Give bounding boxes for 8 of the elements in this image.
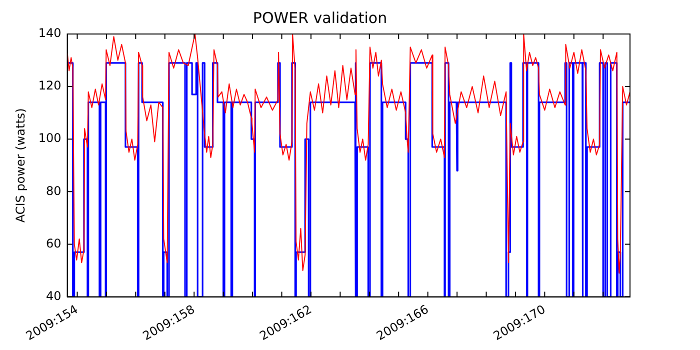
y-tick-label: 100 [38, 131, 62, 146]
y-axis-title: ACIS power (watts) [13, 108, 28, 223]
y-tick-label: 120 [38, 78, 62, 93]
y-tick-label: 80 [46, 184, 62, 198]
y-tick-label: 40 [46, 288, 62, 303]
chart-title: POWER validation [252, 8, 388, 27]
y-tick-label: 140 [38, 26, 62, 40]
y-tick-label: 60 [46, 236, 62, 250]
